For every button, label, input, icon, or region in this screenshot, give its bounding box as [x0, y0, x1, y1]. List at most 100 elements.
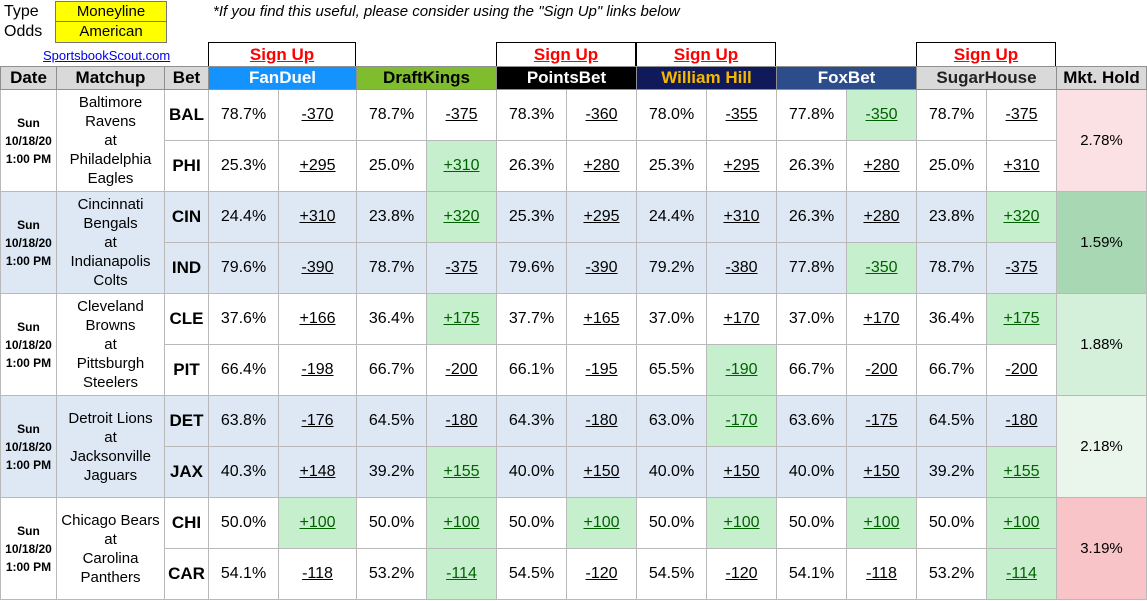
odds-link[interactable]: +100	[426, 497, 497, 549]
odds-link[interactable]: +295	[566, 191, 637, 243]
odds-link[interactable]: +310	[986, 140, 1057, 192]
implied-probability: 78.7%	[356, 242, 427, 294]
signup-link-william-hill[interactable]: Sign Up	[636, 42, 776, 66]
odds-link[interactable]: -200	[846, 344, 917, 396]
implied-probability: 66.7%	[916, 344, 987, 396]
odds-link[interactable]: +175	[426, 293, 497, 345]
odds-link[interactable]: -360	[566, 89, 637, 141]
date-date: 10/18/20	[5, 337, 52, 352]
odds-link[interactable]: -180	[426, 395, 497, 447]
odds-link[interactable]: -375	[986, 242, 1057, 294]
odds-link[interactable]: -195	[566, 344, 637, 396]
odds-link[interactable]: +310	[278, 191, 357, 243]
odds-link[interactable]: -370	[278, 89, 357, 141]
odds-link[interactable]: -118	[846, 548, 917, 600]
odds-link[interactable]: +100	[846, 497, 917, 549]
odds-select[interactable]: American	[55, 21, 167, 43]
odds-link[interactable]: +295	[706, 140, 777, 192]
bet-team: JAX	[164, 446, 209, 498]
odds-link[interactable]: -114	[986, 548, 1057, 600]
odds-link[interactable]: -190	[706, 344, 777, 396]
odds-link[interactable]: -375	[986, 89, 1057, 141]
odds-link[interactable]: +100	[986, 497, 1057, 549]
book-header-pointsbet: PointsBet	[496, 66, 637, 90]
odds-link[interactable]: +150	[706, 446, 777, 498]
odds-link[interactable]: +148	[278, 446, 357, 498]
odds-link[interactable]: -180	[986, 395, 1057, 447]
odds-link[interactable]: -200	[986, 344, 1057, 396]
odds-link[interactable]: +310	[426, 140, 497, 192]
odds-link[interactable]: -355	[706, 89, 777, 141]
implied-probability: 66.7%	[356, 344, 427, 396]
odds-link[interactable]: +100	[566, 497, 637, 549]
odds-link[interactable]: +280	[846, 140, 917, 192]
odds-link[interactable]: -350	[846, 242, 917, 294]
implied-probability: 63.6%	[776, 395, 847, 447]
odds-link[interactable]: +295	[278, 140, 357, 192]
game-date: Sun 10/18/20 1:00 PM	[0, 191, 57, 294]
odds-link[interactable]: +100	[706, 497, 777, 549]
odds-link[interactable]: +155	[986, 446, 1057, 498]
signup-link-sugarhouse[interactable]: Sign Up	[916, 42, 1056, 66]
matchup-line: Browns	[85, 317, 136, 334]
odds-link[interactable]: -118	[278, 548, 357, 600]
matchup-line: at	[104, 428, 117, 446]
date-time: 1:00 PM	[5, 355, 52, 370]
odds-link[interactable]: +170	[706, 293, 777, 345]
odds-link[interactable]: +310	[706, 191, 777, 243]
implied-probability: 53.2%	[356, 548, 427, 600]
implied-probability: 37.0%	[776, 293, 847, 345]
signup-note: *If you find this useful, please conside…	[213, 3, 680, 20]
odds-link[interactable]: -120	[706, 548, 777, 600]
odds-link[interactable]: -200	[426, 344, 497, 396]
odds-link[interactable]: -120	[566, 548, 637, 600]
odds-link[interactable]: +165	[566, 293, 637, 345]
odds-link[interactable]: -380	[706, 242, 777, 294]
odds-link[interactable]: -350	[846, 89, 917, 141]
odds-link[interactable]: -198	[278, 344, 357, 396]
odds-link[interactable]: +150	[566, 446, 637, 498]
odds-link[interactable]: +100	[278, 497, 357, 549]
odds-link[interactable]: +320	[426, 191, 497, 243]
odds-link[interactable]: +150	[846, 446, 917, 498]
odds-link[interactable]: -375	[426, 242, 497, 294]
odds-link[interactable]: +320	[986, 191, 1057, 243]
signup-link-pointsbet[interactable]: Sign Up	[496, 42, 636, 66]
matchup-line: Chicago Bears	[61, 511, 160, 529]
matchup-line: Jacksonville	[70, 447, 151, 465]
matchup-line: at	[104, 530, 117, 548]
matchup-line: at	[104, 132, 117, 149]
implied-probability: 78.7%	[916, 242, 987, 294]
odds-link[interactable]: -176	[278, 395, 357, 447]
implied-probability: 26.3%	[776, 140, 847, 192]
matchup-line: Cleveland	[77, 298, 144, 315]
odds-link[interactable]: +166	[278, 293, 357, 345]
odds-link[interactable]: -375	[426, 89, 497, 141]
implied-probability: 37.6%	[208, 293, 279, 345]
type-select[interactable]: Moneyline	[55, 1, 167, 23]
matchup-line: at	[104, 234, 117, 251]
odds-link[interactable]: +280	[566, 140, 637, 192]
date-date: 10/18/20	[5, 235, 52, 250]
signup-link-fanduel[interactable]: Sign Up	[208, 42, 356, 66]
odds-link[interactable]: -175	[846, 395, 917, 447]
implied-probability: 78.3%	[496, 89, 567, 141]
implied-probability: 40.3%	[208, 446, 279, 498]
odds-link[interactable]: -114	[426, 548, 497, 600]
odds-link[interactable]: +175	[986, 293, 1057, 345]
odds-link[interactable]: -390	[566, 242, 637, 294]
implied-probability: 53.2%	[916, 548, 987, 600]
implied-probability: 37.7%	[496, 293, 567, 345]
odds-link[interactable]: +280	[846, 191, 917, 243]
odds-link[interactable]: +155	[426, 446, 497, 498]
matchup-header: Matchup	[56, 66, 165, 90]
book-header-sugarhouse: SugarHouse	[916, 66, 1057, 90]
matchup-line: Philadelphia	[69, 151, 152, 168]
site-link[interactable]: SportsbookScout.com	[43, 48, 171, 63]
odds-link[interactable]: -390	[278, 242, 357, 294]
odds-link[interactable]: +170	[846, 293, 917, 345]
implied-probability: 79.6%	[496, 242, 567, 294]
odds-link[interactable]: -180	[566, 395, 637, 447]
odds-link[interactable]: -170	[706, 395, 777, 447]
matchup-cell: Cleveland Browns at Pittsburgh Steelers	[56, 293, 165, 396]
